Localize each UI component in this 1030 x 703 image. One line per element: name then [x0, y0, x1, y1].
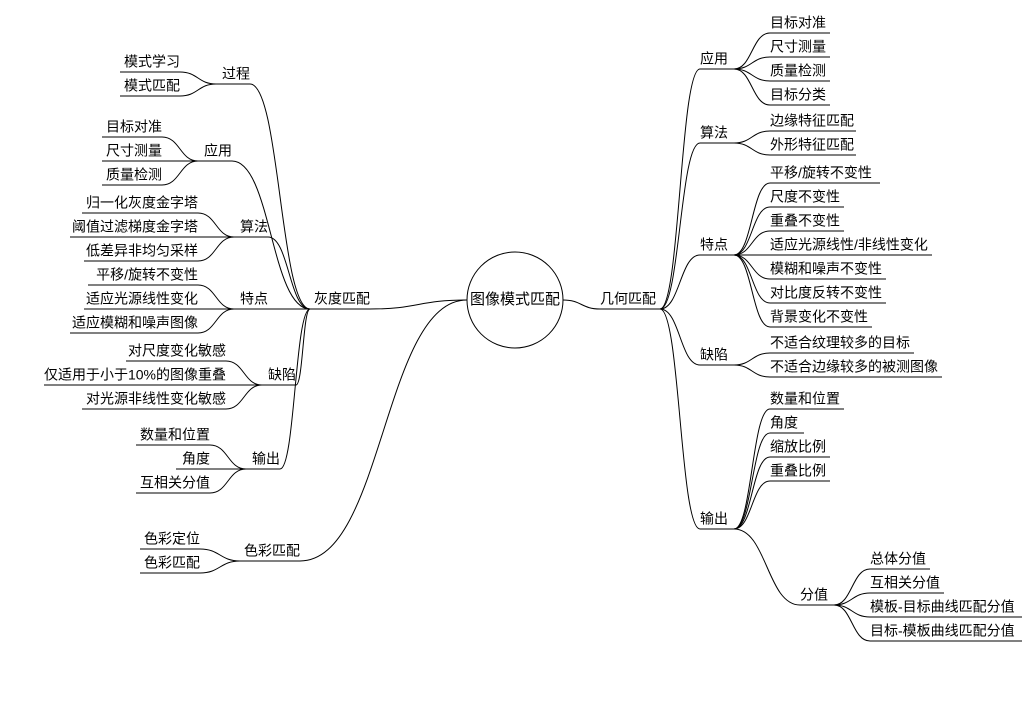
node-label: 特点	[700, 237, 728, 253]
edge	[734, 207, 770, 255]
node-label: 低差异非均匀采样	[86, 243, 198, 259]
node-label: 尺寸测量	[770, 39, 826, 55]
node-label: 几何匹配	[600, 291, 656, 307]
node-label: 角度	[182, 451, 210, 467]
edge	[200, 561, 240, 573]
node-label: 缺陷	[700, 347, 728, 363]
node-label: 模板-目标曲线匹配分值	[870, 599, 1015, 615]
node-label: 归一化灰度金字塔	[86, 195, 198, 211]
edge	[563, 300, 600, 309]
edge	[280, 309, 310, 469]
edge	[180, 84, 216, 96]
edge	[198, 309, 234, 333]
node-label: 目标对准	[770, 15, 826, 31]
node-label: 算法	[240, 219, 268, 235]
edge	[734, 143, 770, 155]
edge	[660, 69, 700, 309]
center-label: 图像模式匹配	[470, 291, 560, 308]
node-label: 背景变化不变性	[770, 309, 868, 325]
node-label: 应用	[700, 51, 728, 67]
edge	[734, 365, 770, 377]
node-label: 质量检测	[770, 63, 826, 79]
node-label: 平移/旋转不变性	[96, 267, 198, 283]
edge	[734, 255, 770, 327]
node-label: 模式匹配	[124, 78, 180, 94]
node-label: 目标-模板曲线匹配分值	[870, 623, 1015, 639]
node-label: 适应光源线性/非线性变化	[770, 237, 928, 253]
edge	[734, 481, 770, 529]
edge	[734, 409, 770, 529]
edge	[180, 72, 216, 84]
node-label: 仅适用于小于10%的图像重叠	[44, 367, 226, 383]
node-label: 阈值过滤梯度金字塔	[72, 219, 198, 235]
node-label: 特点	[240, 291, 268, 307]
node-label: 对光源非线性变化敏感	[86, 391, 226, 407]
node-label: 平移/旋转不变性	[770, 165, 872, 181]
edge	[198, 237, 234, 261]
node-label: 模糊和噪声不变性	[770, 261, 882, 277]
node-label: 尺寸测量	[106, 143, 162, 159]
node-label: 目标分类	[770, 87, 826, 103]
node-label: 应用	[204, 143, 232, 159]
edge	[734, 255, 770, 303]
edge	[734, 529, 800, 605]
node-label: 输出	[252, 451, 280, 467]
node-label: 外形特征匹配	[770, 137, 854, 153]
node-label: 互相关分值	[140, 475, 210, 491]
node-label: 数量和位置	[140, 427, 210, 443]
node-label: 重叠不变性	[770, 213, 840, 229]
node-label: 互相关分值	[870, 575, 940, 591]
node-label: 分值	[800, 587, 828, 603]
edge	[734, 231, 770, 255]
node-label: 对比度反转不变性	[770, 285, 882, 301]
edge	[210, 469, 246, 493]
node-label: 对尺度变化敏感	[128, 343, 226, 359]
edge	[250, 84, 310, 309]
node-label: 不适合边缘较多的被测图像	[770, 359, 938, 375]
node-label: 尺度不变性	[770, 189, 840, 205]
edge	[734, 255, 770, 279]
node-label: 缺陷	[268, 367, 296, 383]
node-label: 模式学习	[124, 54, 180, 70]
edge	[198, 285, 234, 309]
node-label: 灰度匹配	[314, 291, 370, 307]
node-label: 色彩匹配	[244, 543, 300, 559]
edge	[370, 300, 467, 309]
edge	[734, 131, 770, 143]
edge	[734, 353, 770, 365]
node-label: 算法	[700, 125, 728, 141]
node-label: 目标对准	[106, 119, 162, 135]
node-label: 输出	[700, 511, 728, 527]
edge	[660, 309, 700, 529]
edge	[226, 361, 262, 385]
edge	[734, 183, 770, 255]
node-label: 边缘特征匹配	[770, 113, 854, 129]
edge	[660, 143, 700, 309]
node-label: 色彩匹配	[144, 555, 200, 571]
node-label: 适应模糊和噪声图像	[72, 315, 198, 331]
node-label: 重叠比例	[770, 463, 826, 479]
edge	[226, 385, 262, 409]
edge	[296, 309, 310, 385]
node-label: 数量和位置	[770, 391, 840, 407]
node-label: 缩放比例	[770, 439, 826, 455]
node-label: 适应光源线性变化	[86, 291, 198, 307]
edge	[232, 161, 310, 309]
edge	[300, 300, 467, 561]
node-label: 总体分值	[870, 551, 926, 567]
edge	[734, 433, 770, 529]
edge	[200, 549, 240, 561]
node-label: 色彩定位	[144, 531, 200, 547]
node-label: 质量检测	[106, 167, 162, 183]
edge	[162, 137, 198, 161]
node-label: 不适合纹理较多的目标	[770, 335, 910, 351]
node-label: 过程	[222, 66, 250, 82]
edge	[162, 161, 198, 185]
edge	[210, 445, 246, 469]
edge	[198, 213, 234, 237]
node-label: 角度	[770, 415, 798, 431]
mindmap-canvas: 图像模式匹配灰度匹配过程模式学习模式匹配应用目标对准尺寸测量质量检测算法归一化灰…	[0, 0, 1030, 703]
